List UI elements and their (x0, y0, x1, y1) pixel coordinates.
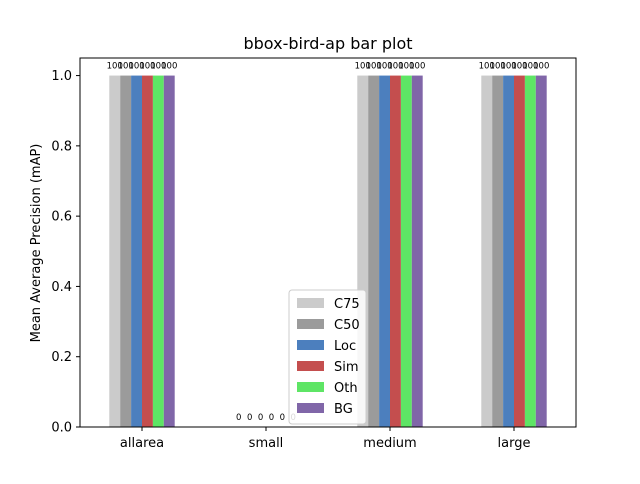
data-label-BG-medium: 100 (409, 62, 425, 72)
bar-Oth-medium (400, 75, 412, 428)
data-label-Oth-medium: 100 (398, 62, 414, 72)
data-label-Oth-small: 0 (280, 413, 285, 423)
bar-BG-allarea (163, 75, 175, 428)
bar-C75-large (481, 75, 493, 428)
data-label-C75-small: 0 (236, 413, 241, 423)
legend: C75 C50 Loc Sim Oth BG (288, 289, 367, 425)
chart-title: bbox-bird-ap bar plot (243, 34, 412, 53)
bar-BG-large (535, 75, 547, 428)
bar-C50-medium (368, 75, 380, 428)
data-label-Loc-small: 0 (258, 413, 263, 423)
bar-Oth-large (524, 75, 536, 428)
bar-C75-allarea (109, 75, 121, 428)
data-label-Sim-medium: 100 (387, 62, 403, 72)
x-tick-label-medium: medium (363, 436, 416, 451)
legend-label-C75: C75 (334, 297, 360, 312)
bar-C75-medium (357, 75, 369, 428)
data-label-C75-allarea: 100 (107, 62, 123, 72)
bar-BG-medium (411, 75, 423, 428)
data-label-Sim-large: 100 (511, 62, 527, 72)
bar-Sim-allarea (142, 75, 153, 428)
x-tick-label-small: small (249, 436, 284, 451)
data-label-Sim-allarea: 100 (139, 62, 155, 72)
y-tick-label: 0.4 (51, 280, 72, 295)
legend-swatch-BG (297, 403, 324, 413)
x-tick-label-large: large (498, 436, 531, 451)
bar-Sim-large (514, 75, 525, 428)
y-tick-label: 0.0 (51, 421, 72, 436)
data-label-Loc-large: 100 (500, 62, 516, 72)
bar-Loc-allarea (131, 75, 142, 428)
bar-Loc-medium (379, 75, 390, 428)
legend-label-Sim: Sim (334, 360, 359, 375)
data-label-Oth-allarea: 100 (150, 62, 166, 72)
data-label-Loc-medium: 100 (376, 62, 392, 72)
y-tick-label: 0.6 (51, 210, 72, 225)
y-tick-label: 1.0 (51, 69, 72, 84)
legend-label-Oth: Oth (334, 381, 358, 396)
y-tick-label: 0.2 (51, 350, 72, 365)
data-label-Oth-large: 100 (522, 62, 538, 72)
data-label-C50-medium: 100 (366, 62, 382, 72)
legend-label-Loc: Loc (334, 339, 356, 354)
y-axis-label: Mean Average Precision (mAP) (29, 144, 44, 343)
legend-swatch-Sim (297, 361, 324, 371)
legend-swatch-Oth (297, 382, 324, 392)
bar-Sim-medium (390, 75, 401, 428)
bar-Oth-allarea (152, 75, 164, 428)
data-label-C75-medium: 100 (355, 62, 371, 72)
legend-swatch-Loc (297, 340, 324, 350)
bar-Loc-large (503, 75, 514, 428)
legend-swatch-C50 (297, 319, 324, 329)
bar-C50-allarea (120, 75, 132, 428)
legend-label-BG: BG (334, 402, 353, 417)
plot-area: 1001001001001001000000001001001001001001… (51, 57, 577, 451)
data-label-Sim-small: 0 (269, 413, 274, 423)
data-label-C50-allarea: 100 (118, 62, 134, 72)
axes-frame (79, 57, 577, 428)
x-tick-label-allarea: allarea (120, 436, 164, 451)
legend-swatch-C75 (297, 298, 324, 308)
data-label-BG-large: 100 (533, 62, 549, 72)
data-label-C50-small: 0 (247, 413, 252, 423)
data-label-BG-allarea: 100 (161, 62, 177, 72)
bar-C50-large (492, 75, 504, 428)
data-label-Loc-allarea: 100 (128, 62, 144, 72)
data-label-C50-large: 100 (490, 62, 506, 72)
y-tick-label: 0.8 (51, 139, 72, 154)
legend-label-C50: C50 (334, 318, 360, 333)
data-label-C75-large: 100 (479, 62, 495, 72)
